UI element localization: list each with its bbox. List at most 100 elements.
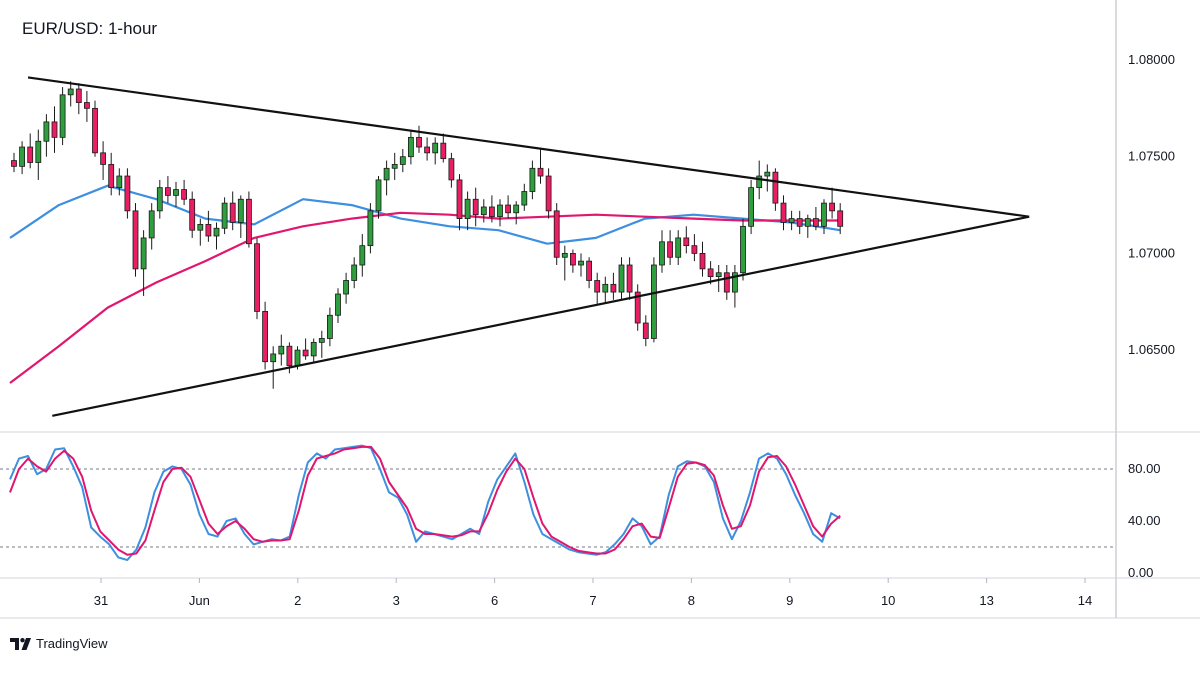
time-axis[interactable]: 31 Jun 2 3 6 7 8 9 10 13 14 bbox=[94, 578, 1092, 608]
candle-body-down bbox=[424, 146, 431, 154]
candle-body-down bbox=[286, 345, 293, 366]
candle-body-up bbox=[213, 227, 220, 237]
moving-average-blue bbox=[9, 184, 841, 245]
candle-body-up bbox=[359, 245, 366, 266]
candle bbox=[432, 137, 439, 165]
candle bbox=[488, 195, 495, 223]
candle-body-down bbox=[11, 160, 17, 167]
candle-body-down bbox=[610, 283, 617, 293]
candle-body-down bbox=[772, 171, 779, 204]
candle-body-up bbox=[351, 264, 358, 281]
candle-body-up bbox=[43, 121, 50, 142]
candle-body-down bbox=[51, 121, 58, 138]
stochastic-k-line bbox=[9, 444, 841, 561]
candle-body-down bbox=[108, 164, 115, 189]
candle-body-down bbox=[537, 167, 544, 177]
candle-body-up bbox=[310, 341, 317, 357]
tradingview-logo[interactable]: TradingView bbox=[10, 636, 108, 651]
candle-body-down bbox=[302, 349, 309, 357]
time-tick-label: 2 bbox=[294, 593, 301, 608]
candle-body-up bbox=[343, 280, 350, 295]
candle bbox=[359, 234, 366, 277]
candle-body-up bbox=[732, 272, 738, 293]
candle bbox=[375, 176, 382, 219]
candle bbox=[570, 249, 576, 273]
candle-body-down bbox=[667, 241, 673, 258]
candle bbox=[707, 261, 714, 285]
candle-body-down bbox=[488, 206, 495, 218]
candle-body-down bbox=[254, 243, 260, 312]
candle-body-up bbox=[294, 349, 301, 366]
candle bbox=[659, 230, 665, 273]
time-tick-label: 6 bbox=[491, 593, 498, 608]
time-tick-label: 9 bbox=[786, 593, 793, 608]
candle-body-down bbox=[505, 204, 512, 214]
time-tick-label: Jun bbox=[189, 593, 210, 608]
candle bbox=[27, 133, 34, 169]
candle bbox=[278, 334, 285, 366]
candle-body-up bbox=[513, 204, 520, 214]
candle-body-up bbox=[651, 264, 657, 339]
price-tick-label: 1.08000 bbox=[1128, 52, 1175, 67]
candle bbox=[732, 265, 738, 308]
candle-body-down bbox=[626, 264, 633, 293]
candle bbox=[35, 129, 42, 180]
candle bbox=[108, 152, 115, 196]
candle-body-down bbox=[124, 175, 131, 212]
candle-body-down bbox=[100, 152, 106, 165]
candle-body-down bbox=[181, 189, 188, 200]
candle-body-down bbox=[205, 223, 212, 237]
candle-body-up bbox=[375, 179, 382, 212]
candle-body-up bbox=[659, 241, 665, 266]
candle-body-up bbox=[156, 187, 163, 212]
candle bbox=[84, 90, 90, 122]
candle bbox=[335, 288, 341, 324]
candle bbox=[505, 195, 512, 219]
candle-body-up bbox=[748, 187, 754, 227]
candle bbox=[837, 203, 844, 235]
candle bbox=[351, 257, 358, 289]
candle-body-up bbox=[221, 202, 228, 229]
time-tick-label: 10 bbox=[881, 593, 895, 608]
candle bbox=[642, 315, 649, 347]
candle-body-up bbox=[326, 314, 333, 339]
candle-body-up bbox=[67, 88, 74, 96]
trendline-resistance bbox=[27, 76, 1030, 218]
candle bbox=[618, 257, 625, 300]
candle-body-up bbox=[116, 175, 123, 189]
candle-body-up bbox=[237, 198, 244, 223]
candle-body-down bbox=[189, 198, 196, 231]
trendline-support bbox=[52, 215, 1030, 417]
candle-body-down bbox=[553, 210, 560, 258]
candle-body-up bbox=[35, 140, 42, 163]
candle-body-up bbox=[821, 202, 827, 227]
price-axis[interactable]: 1.08000 1.07500 1.07000 1.06500 bbox=[1128, 52, 1175, 357]
candle bbox=[561, 245, 568, 281]
candle-body-up bbox=[335, 293, 341, 316]
candle-body-up bbox=[804, 218, 811, 227]
candle bbox=[667, 230, 673, 266]
candle bbox=[92, 100, 98, 157]
candle-body-down bbox=[642, 322, 649, 339]
candle bbox=[626, 257, 633, 300]
candle bbox=[448, 152, 455, 188]
candle bbox=[796, 210, 803, 235]
candle-body-up bbox=[407, 136, 414, 158]
candle bbox=[391, 152, 398, 180]
candle bbox=[675, 230, 682, 266]
candle bbox=[132, 203, 139, 277]
candle-body-down bbox=[796, 218, 803, 227]
stochastic-tick-label: 0.00 bbox=[1128, 565, 1153, 580]
candle bbox=[164, 176, 171, 204]
stochastic-axis[interactable]: 80.00 40.00 0.00 bbox=[1128, 461, 1161, 580]
candle bbox=[262, 301, 269, 370]
candle-body-down bbox=[132, 210, 139, 270]
candle-body-up bbox=[529, 167, 536, 192]
candle bbox=[772, 168, 779, 211]
candle-body-down bbox=[84, 102, 90, 109]
candle bbox=[326, 307, 333, 347]
candle-body-down bbox=[780, 202, 787, 223]
candle-body-up bbox=[675, 237, 682, 258]
candle-body-down bbox=[164, 187, 171, 196]
